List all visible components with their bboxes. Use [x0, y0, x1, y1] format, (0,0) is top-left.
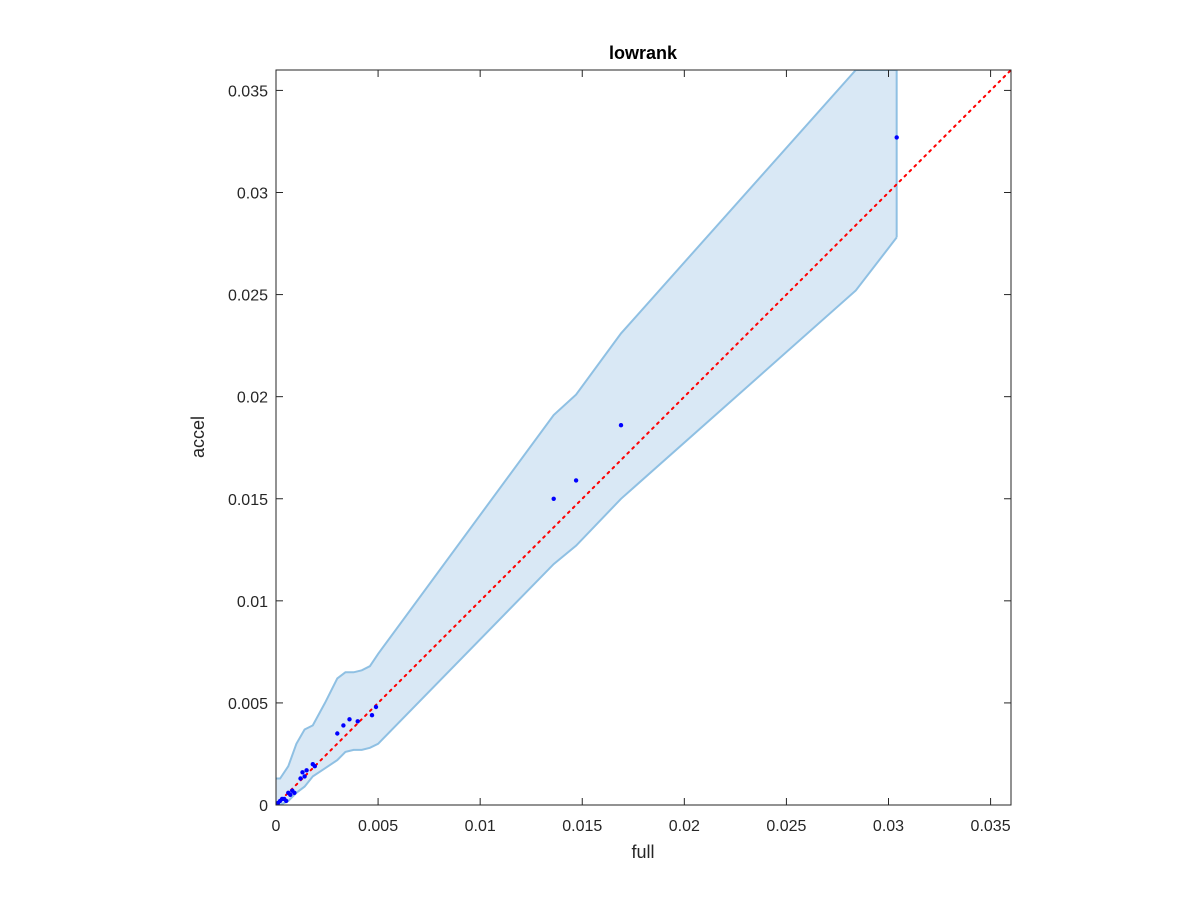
data-point: [369, 713, 375, 718]
x-axis-label: full: [631, 842, 654, 862]
x-tick-label: 0.035: [971, 818, 1011, 835]
y-tick-label: 0.005: [228, 696, 268, 713]
x-tick-label: 0.015: [562, 818, 602, 835]
x-tick-label: 0.02: [669, 818, 700, 835]
x-tick-label: 0.005: [358, 818, 398, 835]
data-point: [302, 774, 307, 779]
y-tick-label: 0.02: [237, 390, 268, 407]
data-point: [355, 719, 360, 724]
data-point: [300, 770, 305, 775]
confidence-band: [276, 70, 897, 805]
chart-title: lowrank: [609, 43, 678, 63]
reference-line: [276, 70, 1011, 805]
data-point: [347, 717, 352, 722]
data-point: [288, 792, 293, 797]
data-point: [573, 478, 579, 483]
y-tick-label: 0.03: [237, 186, 268, 203]
x-tick-label: 0: [272, 818, 281, 835]
data-point: [284, 798, 289, 804]
data-point: [304, 768, 309, 773]
x-tick-label: 0.025: [766, 818, 806, 835]
data-point: [292, 790, 297, 795]
data-point: [551, 496, 556, 501]
y-tick-label: 0.01: [237, 594, 268, 611]
data-point: [335, 731, 340, 736]
y-tick-label: 0.035: [228, 83, 268, 100]
x-tick-label: 0.03: [873, 818, 904, 835]
y-tick-label: 0.025: [228, 288, 268, 305]
y-tick-label: 0: [259, 798, 268, 815]
band-upper-edge: [276, 70, 897, 780]
plot-frame: [275, 69, 1012, 806]
y-tick-label: 0.015: [228, 492, 268, 509]
data-point: [894, 135, 899, 140]
data-point: [341, 723, 346, 728]
y-axis-label: accel: [188, 416, 208, 458]
data-point: [312, 764, 317, 769]
x-tick-label: 0.01: [465, 818, 496, 835]
data-point: [373, 704, 379, 710]
data-point: [298, 776, 303, 781]
data-point: [618, 423, 624, 428]
